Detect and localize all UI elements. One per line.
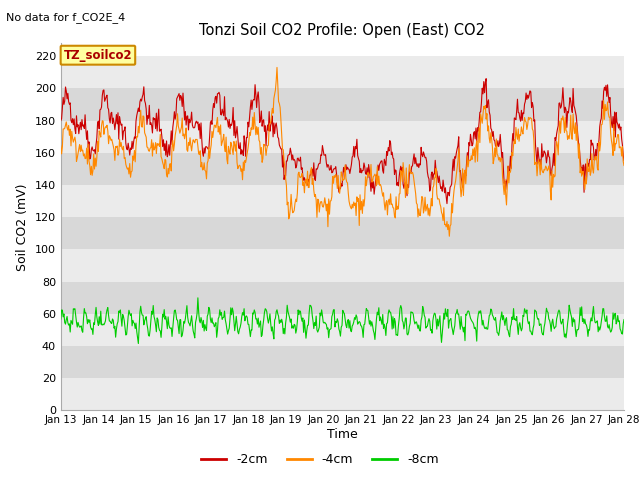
Legend: -2cm, -4cm, -8cm: -2cm, -4cm, -8cm bbox=[196, 448, 444, 471]
Bar bbox=[61, 88, 624, 120]
Bar bbox=[61, 153, 624, 185]
Bar bbox=[61, 282, 624, 314]
Bar bbox=[61, 185, 624, 217]
Bar bbox=[61, 217, 624, 249]
Bar bbox=[61, 346, 624, 378]
Bar bbox=[61, 120, 624, 153]
Title: Tonzi Soil CO2 Profile: Open (East) CO2: Tonzi Soil CO2 Profile: Open (East) CO2 bbox=[200, 23, 485, 38]
Y-axis label: Soil CO2 (mV): Soil CO2 (mV) bbox=[16, 183, 29, 271]
Bar bbox=[61, 56, 624, 88]
Bar bbox=[61, 249, 624, 282]
Text: TZ_soilco2: TZ_soilco2 bbox=[63, 48, 132, 62]
Bar bbox=[61, 314, 624, 346]
X-axis label: Time: Time bbox=[327, 428, 358, 441]
Text: No data for f_CO2E_4: No data for f_CO2E_4 bbox=[6, 12, 125, 23]
Bar bbox=[61, 378, 624, 410]
